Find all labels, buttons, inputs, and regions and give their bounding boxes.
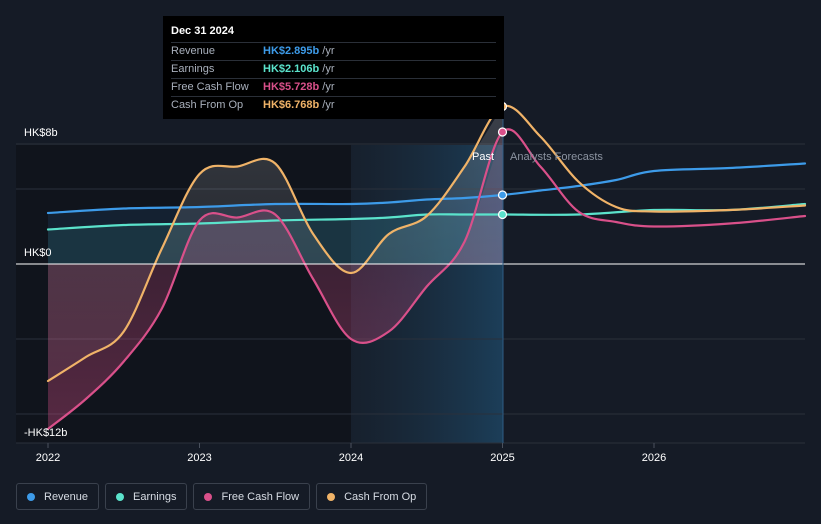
x-tick-label: 2025 (490, 452, 514, 464)
tooltip-value: HK$6.768b (263, 99, 320, 111)
tooltip-unit: /yr (322, 45, 335, 57)
tooltip-value: HK$2.106b (263, 63, 320, 75)
tooltip-name: Revenue (171, 45, 216, 57)
tooltip-name: Earnings (171, 63, 215, 75)
legend-label: Free Cash Flow (221, 490, 300, 503)
legend-item-earnings[interactable]: Earnings (105, 483, 188, 510)
x-tick-label: 2026 (642, 452, 666, 464)
tooltip: Dec 31 2024 Revenue HK$2.895b /yr Earnin… (163, 16, 504, 119)
earnings-tooltip-point (497, 209, 508, 220)
tooltip-value: HK$5.728b (263, 81, 320, 93)
legend-item-cash-from-op[interactable]: Cash From Op (316, 483, 428, 510)
tooltip-name: Free Cash Flow (171, 81, 249, 93)
x-tick-label: 2022 (36, 452, 60, 464)
free-cash-flow-line (46, 128, 807, 431)
free-cash-flow-tooltip-point (497, 127, 508, 137)
series-lines (46, 104, 807, 431)
cash-from-op-line (46, 104, 807, 383)
legend: Revenue Earnings Free Cash Flow Cash Fro… (16, 483, 428, 510)
cash-from-op-dot-icon (327, 492, 336, 501)
tooltip-name: Cash From Op (171, 99, 244, 111)
tooltip-row-revenue: Revenue HK$2.895b /yr (171, 42, 496, 60)
tooltip-value: HK$2.895b (263, 45, 320, 57)
x-axis-ticks: 2022 2023 2024 2025 2026 (36, 443, 666, 464)
tooltip-unit: /yr (322, 99, 335, 111)
past-label: Past (472, 151, 494, 163)
y-label-bottom: -HK$12b (24, 427, 67, 439)
revenue-tooltip-point (497, 190, 508, 200)
legend-label: Earnings (133, 490, 177, 503)
revenue-dot-icon (27, 492, 35, 501)
tooltip-unit: /yr (322, 63, 335, 75)
legend-item-revenue[interactable]: Revenue (16, 483, 100, 510)
tooltip-row-earnings: Earnings HK$2.106b /yr (171, 60, 496, 78)
legend-item-free-cash-flow[interactable]: Free Cash Flow (193, 483, 311, 510)
forecast-label: Analysts Forecasts (510, 151, 603, 163)
legend-label: Revenue (44, 490, 89, 503)
tooltip-row-free-cash-flow: Free Cash Flow HK$5.728b /yr (171, 78, 496, 96)
legend-label: Cash From Op (344, 490, 417, 503)
tooltip-unit: /yr (322, 81, 335, 93)
y-label-zero: HK$0 (24, 247, 52, 259)
y-label-top: HK$8b (24, 127, 58, 139)
x-tick-label: 2023 (187, 452, 211, 464)
cash-from-op-area (48, 106, 503, 381)
x-tick-label: 2024 (339, 452, 363, 464)
free-cash-flow-dot-icon (204, 492, 213, 501)
tooltip-date: Dec 31 2024 (171, 25, 234, 37)
revenue-line (46, 162, 807, 215)
grid-lines (16, 143, 805, 444)
earnings-line (46, 202, 807, 231)
earnings-dot-icon (116, 492, 125, 501)
tooltip-row-cash-from-op: Cash From Op HK$6.768b /yr (171, 96, 496, 114)
